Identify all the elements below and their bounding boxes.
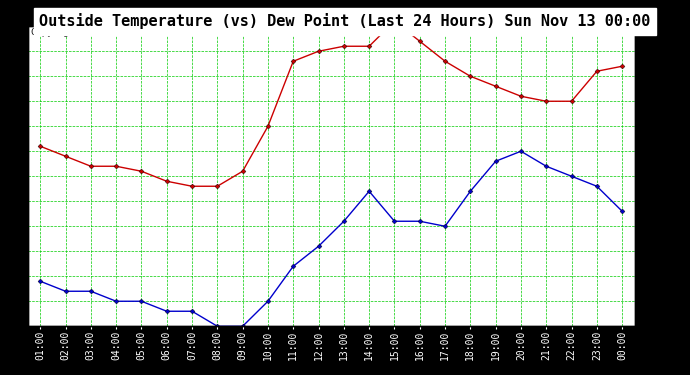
Text: Copyright 2005 Curtronics.com: Copyright 2005 Curtronics.com xyxy=(30,28,186,37)
Text: Outside Temperature (vs) Dew Point (Last 24 Hours) Sun Nov 13 00:00: Outside Temperature (vs) Dew Point (Last… xyxy=(39,13,651,29)
